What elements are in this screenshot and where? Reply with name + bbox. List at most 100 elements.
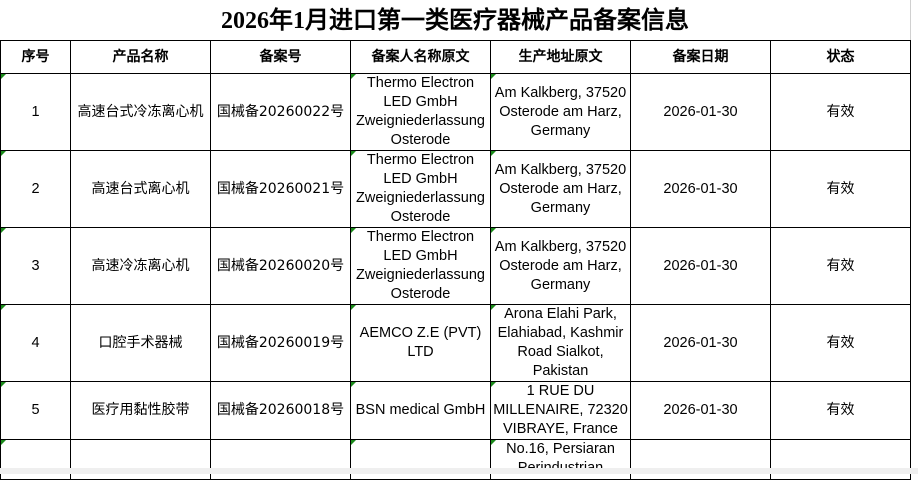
cell-status[interactable]: 有效 xyxy=(770,381,911,440)
cell-address[interactable]: Arona Elahi Park, Elahiabad, Kashmir Roa… xyxy=(490,304,631,382)
horizontal-scrollbar[interactable] xyxy=(0,468,918,474)
cell-status-text: 有效 xyxy=(826,103,855,120)
header-cell[interactable]: 备案号 xyxy=(210,40,351,74)
cell-product-name-text: 口腔手术器械 xyxy=(98,334,183,351)
cell-registration-no-text: 国械备20260021号 xyxy=(216,180,345,197)
header-cell[interactable]: 备案日期 xyxy=(630,40,771,74)
comment-indicator-icon xyxy=(1,382,6,387)
cell-address[interactable]: Am Kalkberg, 37520 Osterode am Harz, Ger… xyxy=(490,227,631,305)
table-row: 2 高速台式离心机 国械备20260021号 Thermo Electron LED … xyxy=(0,150,911,228)
cell-date-text: 2026-01-30 xyxy=(663,334,738,351)
cell-address-text: Arona Elahi Park, Elahiabad, Kashmir Roa… xyxy=(497,306,624,379)
cell-registration-no-text: 国械备20260020号 xyxy=(216,257,345,274)
cell-index-text: 5 xyxy=(31,402,40,418)
cell-index-text: 1 xyxy=(31,103,40,120)
comment-indicator-icon xyxy=(1,151,6,156)
comment-indicator-icon xyxy=(491,228,496,233)
comment-indicator-icon xyxy=(1,440,6,445)
cell-product-name[interactable]: 高速台式离心机 xyxy=(70,150,211,228)
cell-product-name[interactable]: 高速冷冻离心机 xyxy=(70,227,211,305)
cell-product-name[interactable]: 医疗用黏性胶带 xyxy=(70,381,211,440)
comment-indicator-icon xyxy=(1,228,6,233)
sheet-title: 2026年1月进口第一类医疗器械产品备案信息 xyxy=(0,0,911,40)
table-row: 3 高速冷冻离心机 国械备20260020号 Thermo Electron LED … xyxy=(0,227,911,305)
records-table: 序号 产品名称 备案号 备案人名称原文 生产地址原文 备案日期 状态 1 高速台式… xyxy=(0,40,911,480)
cell-date[interactable]: 2026-01-30 xyxy=(630,304,771,382)
cell-index[interactable]: 2 xyxy=(0,150,71,228)
cell-address[interactable]: Am Kalkberg, 37520 Osterode am Harz, Ger… xyxy=(490,73,631,151)
comment-indicator-icon xyxy=(351,228,356,233)
header-cell[interactable]: 序号 xyxy=(0,40,71,74)
cell-status-text: 有效 xyxy=(826,257,855,274)
table-row: 1 高速台式冷冻离心机 国械备20260022号 Thermo Electron LE… xyxy=(0,73,911,151)
cell-index[interactable]: 1 xyxy=(0,73,71,151)
cell-product-name[interactable]: 口腔手术器械 xyxy=(70,304,211,382)
cell-address-text: Am Kalkberg, 37520 Osterode am Harz, Ger… xyxy=(494,161,627,216)
cell-index-text: 2 xyxy=(31,180,40,197)
comment-indicator-icon xyxy=(1,74,6,79)
comment-indicator-icon xyxy=(351,382,356,387)
cell-index-text: 4 xyxy=(31,334,40,351)
cell-address-text: Am Kalkberg, 37520 Osterode am Harz, Ger… xyxy=(494,238,627,293)
sheet-edge xyxy=(911,0,918,468)
cell-status[interactable]: 有效 xyxy=(770,227,911,305)
cell-index[interactable]: 3 xyxy=(0,227,71,305)
comment-indicator-icon xyxy=(491,305,496,310)
header-row: 序号 产品名称 备案号 备案人名称原文 生产地址原文 备案日期 状态 xyxy=(0,40,911,74)
cell-date-text: 2026-01-30 xyxy=(663,180,738,197)
cell-date[interactable]: 2026-01-30 xyxy=(630,73,771,151)
cell-date-text: 2026-01-30 xyxy=(663,257,738,274)
cell-product-name-text: 高速冷冻离心机 xyxy=(91,257,190,274)
comment-indicator-icon xyxy=(351,74,356,79)
cell-index[interactable]: 4 xyxy=(0,304,71,382)
header-cell[interactable]: 生产地址原文 xyxy=(490,40,631,74)
cell-status[interactable]: 有效 xyxy=(770,304,911,382)
cell-date[interactable]: 2026-01-30 xyxy=(630,381,771,440)
cell-address-text: Am Kalkberg, 37520 Osterode am Harz, Ger… xyxy=(494,84,627,139)
cell-applicant-text: BSN medical GmbH xyxy=(355,402,486,418)
cell-applicant-text: AEMCO Z.E (PVT) LTD xyxy=(359,325,482,360)
comment-indicator-icon xyxy=(491,151,496,156)
cell-index-text: 3 xyxy=(31,257,40,274)
header-cell[interactable]: 备案人名称原文 xyxy=(350,40,491,74)
cell-registration-no[interactable]: 国械备20260021号 xyxy=(210,150,351,228)
cell-date[interactable]: 2026-01-30 xyxy=(630,227,771,305)
cell-applicant[interactable]: Thermo Electron LED GmbH Zweigniederlass… xyxy=(350,73,491,151)
cell-registration-no[interactable]: 国械备20260019号 xyxy=(210,304,351,382)
cell-applicant-text: Thermo Electron LED GmbH Zweigniederlass… xyxy=(356,229,485,302)
cell-index[interactable]: 5 xyxy=(0,381,71,440)
cell-applicant[interactable]: Thermo Electron LED GmbH Zweigniederlass… xyxy=(350,227,491,305)
comment-indicator-icon xyxy=(491,74,496,79)
cell-status[interactable]: 有效 xyxy=(770,73,911,151)
comment-indicator-icon xyxy=(351,151,356,156)
table-row: 4 口腔手术器械 国械备20260019号 AEMCO Z.E (PVT) LTD Ar… xyxy=(0,304,911,382)
cell-status-text: 有效 xyxy=(826,180,855,197)
cell-product-name[interactable]: 高速台式冷冻离心机 xyxy=(70,73,211,151)
cell-product-name-text: 医疗用黏性胶带 xyxy=(91,402,190,418)
comment-indicator-icon xyxy=(1,305,6,310)
cell-registration-no[interactable]: 国械备20260020号 xyxy=(210,227,351,305)
cell-address-text: 1 RUE DU MILLENAIRE, 72320 VIBRAYE, Fran… xyxy=(493,383,628,437)
cell-date[interactable]: 2026-01-30 xyxy=(630,150,771,228)
comment-indicator-icon xyxy=(351,305,356,310)
cell-product-name-text: 高速台式冷冻离心机 xyxy=(77,103,204,120)
cell-address[interactable]: 1 RUE DU MILLENAIRE, 72320 VIBRAYE, Fran… xyxy=(490,381,631,440)
cell-status-text: 有效 xyxy=(826,402,855,418)
cell-status-text: 有效 xyxy=(826,334,855,351)
cell-status[interactable]: 有效 xyxy=(770,150,911,228)
cell-registration-no-text: 国械备20260022号 xyxy=(216,103,345,120)
cell-address[interactable]: Am Kalkberg, 37520 Osterode am Harz, Ger… xyxy=(490,150,631,228)
cell-registration-no[interactable]: 国械备20260022号 xyxy=(210,73,351,151)
comment-indicator-icon xyxy=(351,440,356,445)
cell-applicant[interactable]: AEMCO Z.E (PVT) LTD xyxy=(350,304,491,382)
comment-indicator-icon xyxy=(491,382,496,387)
cell-registration-no[interactable]: 国械备20260018号 xyxy=(210,381,351,440)
header-cell[interactable]: 产品名称 xyxy=(70,40,211,74)
header-cell[interactable]: 状态 xyxy=(770,40,911,74)
table-row: 5 医疗用黏性胶带 国械备20260018号 BSN medical GmbH 1 RU… xyxy=(0,381,911,440)
cell-date-text: 2026-01-30 xyxy=(663,402,738,418)
cell-applicant[interactable]: Thermo Electron LED GmbH Zweigniederlass… xyxy=(350,150,491,228)
cell-applicant[interactable]: BSN medical GmbH xyxy=(350,381,491,440)
cell-product-name-text: 高速台式离心机 xyxy=(91,180,190,197)
cell-date-text: 2026-01-30 xyxy=(663,103,738,120)
